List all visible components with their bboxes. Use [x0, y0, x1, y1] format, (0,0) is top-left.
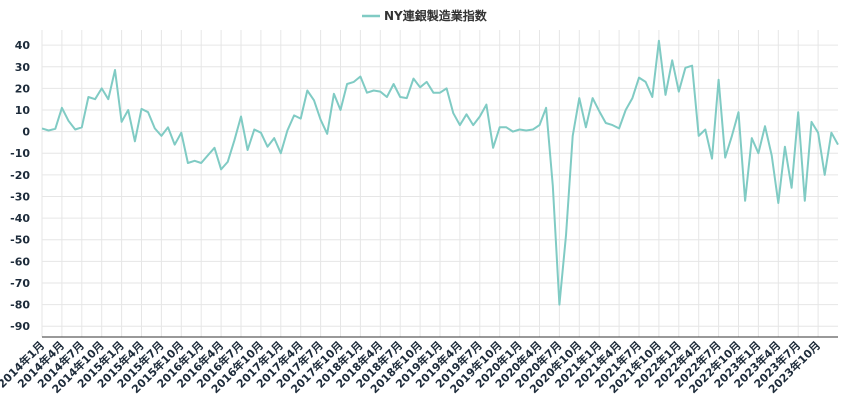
y-tick-label: 40	[15, 39, 31, 52]
y-tick-label: -70	[10, 277, 30, 290]
y-tick-label: 20	[15, 82, 31, 95]
y-tick-label: 10	[15, 104, 31, 117]
y-tick-label: -60	[10, 255, 30, 268]
y-tick-label: 30	[15, 61, 31, 74]
legend[interactable]: NY連銀製造業指数	[362, 8, 488, 23]
y-tick-label: -50	[10, 234, 30, 247]
y-tick-label: -10	[10, 147, 30, 160]
y-tick-label: -30	[10, 190, 30, 203]
x-axis-ticks: 2014年1月2014年4月2014年7月2014年10月2015年1月2015…	[0, 338, 823, 396]
series-line-ny-fed-manufacturing	[41, 39, 839, 306]
y-tick-label: -20	[10, 169, 30, 182]
y-axis-ticks: 40 30 20 10 0 -10 -20 -30 -40 -50 -60 -70 -80 -90	[10, 39, 30, 333]
y-tick-label: -90	[10, 320, 30, 333]
gridlines	[41, 30, 838, 337]
y-tick-label: 0	[22, 126, 30, 139]
y-tick-label: -80	[10, 299, 30, 312]
legend-label: NY連銀製造業指数	[384, 8, 488, 23]
y-tick-label: -40	[10, 212, 30, 225]
